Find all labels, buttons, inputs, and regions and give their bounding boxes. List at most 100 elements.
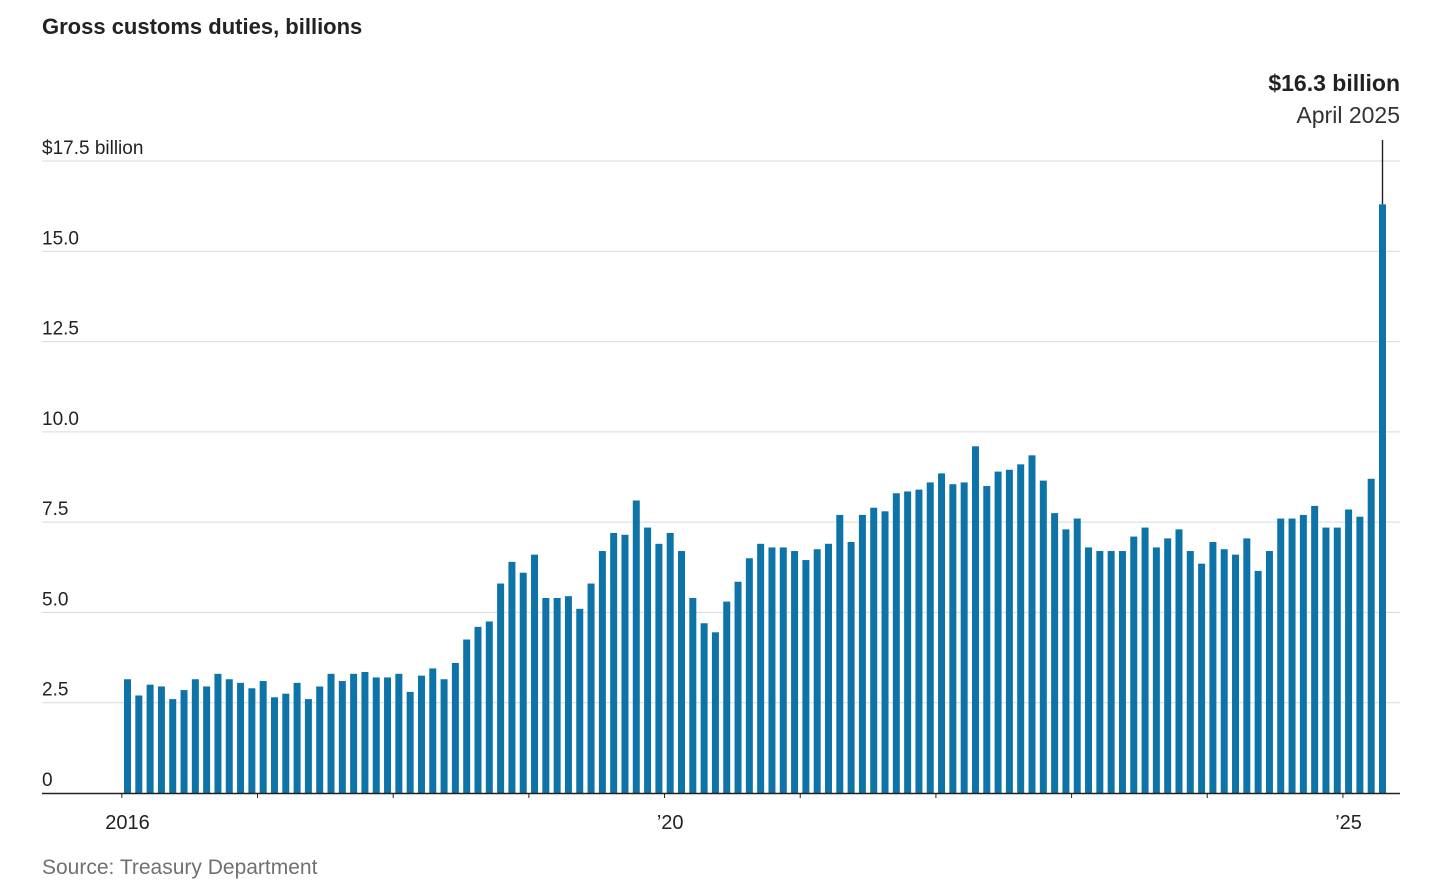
y-tick-label: $17.5 billion <box>42 138 143 159</box>
source-note: Source: Treasury Department <box>42 856 318 879</box>
bar <box>1051 513 1059 793</box>
bar <box>1367 478 1375 793</box>
bar <box>915 489 923 793</box>
bar <box>1333 527 1341 793</box>
bar <box>338 681 346 793</box>
bar <box>621 534 629 793</box>
bar <box>1062 529 1070 793</box>
annotation-date: April 2025 <box>1296 102 1400 128</box>
bar <box>519 572 527 793</box>
bar <box>1152 547 1160 793</box>
bar <box>768 547 776 793</box>
bar <box>1017 464 1025 793</box>
bar <box>904 491 912 793</box>
bar <box>836 514 844 793</box>
bar <box>983 486 991 793</box>
bar <box>847 542 855 793</box>
y-tick-label: 15.0 <box>42 228 79 249</box>
y-tick-label: 5.0 <box>42 589 68 610</box>
bar <box>757 543 765 793</box>
peak-annotation: $16.3 billion April 2025 <box>1268 70 1400 205</box>
bar <box>723 601 731 793</box>
bar <box>1220 549 1228 793</box>
x-tick-label: ’20 <box>657 812 684 834</box>
bar <box>203 686 211 793</box>
bar <box>429 668 437 793</box>
y-tick-label: 10.0 <box>42 409 79 430</box>
bar <box>293 682 301 793</box>
bar <box>531 554 539 793</box>
x-tick-label: ’25 <box>1335 812 1362 834</box>
bar <box>745 558 753 793</box>
bar <box>802 560 810 793</box>
bar <box>926 482 934 793</box>
bar <box>474 626 482 793</box>
bar <box>1243 538 1251 793</box>
bar <box>180 690 188 793</box>
gridlines <box>42 160 1400 704</box>
bar <box>791 551 799 793</box>
bar <box>350 673 358 793</box>
bar <box>824 543 832 793</box>
bar <box>1085 547 1093 793</box>
bar <box>1130 536 1138 793</box>
bar <box>417 675 425 793</box>
bar <box>1299 514 1307 793</box>
bar <box>1186 551 1194 793</box>
bar <box>813 549 821 793</box>
y-tick-label: 2.5 <box>42 680 68 701</box>
bar <box>587 583 595 793</box>
bar <box>440 679 448 793</box>
bar <box>497 583 505 793</box>
bar <box>678 551 686 793</box>
bar <box>1379 204 1386 793</box>
bar <box>384 677 392 793</box>
bar <box>644 527 652 793</box>
bar <box>406 691 414 793</box>
bar <box>282 693 290 793</box>
bar <box>655 543 663 793</box>
bar <box>858 514 866 793</box>
bar <box>1028 455 1036 793</box>
y-tick-label: 12.5 <box>42 319 79 340</box>
chart-title: Gross customs duties, billions <box>42 14 363 39</box>
bar <box>994 471 1002 793</box>
y-axis-tick-labels: 0 2.5 5.0 7.5 10.0 12.5 15.0 $17.5 billion <box>42 138 143 791</box>
bar <box>1232 554 1240 793</box>
bar <box>1198 563 1206 793</box>
bar <box>1356 516 1364 793</box>
bar <box>237 682 245 793</box>
bar <box>949 484 957 793</box>
bar <box>225 679 233 793</box>
y-tick-label: 7.5 <box>42 499 68 520</box>
bar <box>1005 469 1013 793</box>
bar <box>960 482 968 793</box>
bar <box>610 532 618 793</box>
bar <box>157 686 165 793</box>
bar <box>304 699 312 793</box>
bar <box>191 679 199 793</box>
bar <box>971 446 979 793</box>
bar <box>124 679 131 793</box>
bar <box>1096 551 1104 793</box>
bar <box>1265 551 1273 793</box>
bar <box>881 511 889 793</box>
bar <box>361 672 369 793</box>
bar <box>146 684 154 793</box>
bar <box>248 688 256 793</box>
x-tick-label: 2016 <box>105 812 150 834</box>
bar <box>463 639 471 793</box>
bar <box>259 681 267 793</box>
bar <box>1345 509 1353 793</box>
bar <box>892 493 900 793</box>
y-tick-label: 0 <box>42 770 53 791</box>
bar <box>576 608 584 793</box>
bar <box>700 623 708 793</box>
bar <box>553 597 561 793</box>
bar <box>1164 538 1172 793</box>
bar <box>327 673 335 793</box>
bar <box>1288 518 1296 793</box>
bar-series <box>124 204 1386 793</box>
bar <box>1039 480 1047 793</box>
x-axis: 2016 ’20 ’25 <box>42 792 1400 834</box>
